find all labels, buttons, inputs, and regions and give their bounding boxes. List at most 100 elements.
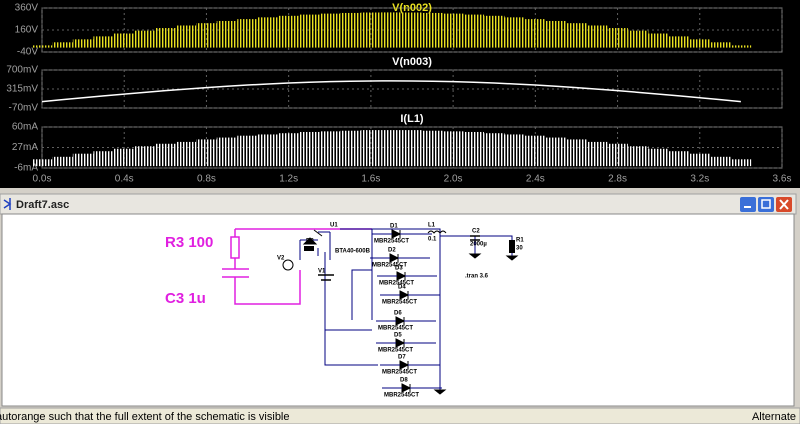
app-icon (3, 198, 12, 210)
waveform-segment (442, 13, 464, 48)
waveform-segment (627, 146, 649, 167)
diode-label: D5 (394, 333, 402, 339)
diode-part: MBR2545CT (382, 370, 417, 376)
minimize-button[interactable] (740, 197, 756, 212)
schematic-canvas[interactable] (1, 213, 795, 407)
waveform-segment (648, 33, 669, 48)
waveform-segment (340, 12, 361, 48)
l1-label: L1 (428, 223, 436, 229)
waveform-segment (237, 19, 258, 48)
waveform-segment (730, 159, 752, 167)
x-tick-label: 3.6s (773, 174, 792, 185)
waveform-segment (155, 28, 176, 48)
waveform-segment (668, 36, 690, 48)
waveform-segment (381, 12, 402, 48)
waveform-segment (93, 36, 114, 48)
c2-capacitor (470, 235, 480, 241)
waveform-segment (93, 151, 114, 167)
status-message: autorange such that the full extent of t… (0, 411, 290, 423)
waveform-segment (278, 15, 299, 48)
waveform-segment (113, 148, 135, 167)
diode-part: MBR2545CT (374, 239, 409, 245)
waveform-segment (689, 39, 711, 48)
waveform-segment (566, 139, 587, 167)
title-bar[interactable] (0, 193, 797, 215)
snubber-wire (234, 228, 372, 305)
waveform-segment (216, 137, 238, 167)
v2-label: V2 (277, 256, 285, 262)
diode-part: MBR2545CT (379, 281, 414, 287)
y-tick-label: 160V (15, 25, 39, 36)
maximize-icon (761, 199, 771, 209)
window-title: Draft7.asc (16, 199, 69, 211)
waveform-segment (52, 42, 73, 48)
waveform-segment (31, 45, 53, 48)
waveform-segment (401, 12, 423, 48)
diode-part: MBR2545CT (384, 393, 419, 399)
waveform-segment (525, 135, 546, 167)
x-tick-label: 1.6s (361, 174, 380, 185)
waveform-segment (237, 135, 258, 167)
x-tick-label: 0.0s (33, 174, 52, 185)
waveform-segment (504, 17, 526, 48)
diode-part: MBR2545CT (378, 348, 413, 354)
waveform-segment (257, 17, 279, 48)
diode-part: MBR2545CT (378, 326, 413, 332)
y-tick-label: 27mA (12, 142, 38, 153)
ground (433, 253, 519, 395)
diode-part: MBR2545CT (382, 300, 417, 306)
waveform-segment (730, 45, 752, 48)
waveform-segment (319, 131, 341, 167)
x-tick-label: 2.8s (608, 174, 627, 185)
v1-source (318, 274, 334, 281)
waveform-segment (381, 130, 402, 167)
waveform-segment (463, 14, 484, 48)
waveform-segment (525, 19, 546, 48)
v2-source (282, 259, 294, 271)
diode-label: D7 (398, 355, 406, 361)
waveform-segment (545, 20, 567, 48)
waveform-segment (298, 131, 320, 167)
waveform-segment (134, 30, 156, 48)
waveform-segment (72, 153, 94, 167)
waveform-segment (155, 143, 176, 167)
diode-label: D6 (394, 311, 402, 317)
waveform-segment (196, 139, 217, 167)
waveform-segment (257, 134, 279, 167)
waveform-segment (31, 159, 53, 167)
x-tick-label: 3.2s (690, 174, 709, 185)
minimize-icon (744, 206, 751, 208)
waveform-segment (298, 14, 320, 48)
status-mode: Alternate (752, 411, 796, 423)
diode-label: D3 (395, 266, 403, 272)
y-tick-label: -40V (17, 47, 38, 58)
diode-label: D8 (400, 378, 408, 384)
y-tick-label: 315mV (6, 84, 38, 95)
waveform-segment (586, 25, 608, 48)
r2-label: R2 (306, 239, 314, 245)
l1-inductor (427, 230, 447, 234)
waveform-segment (134, 146, 156, 167)
waveform-segment (442, 131, 464, 167)
diode-label: D2 (388, 248, 396, 254)
waveform-segment (627, 30, 649, 48)
status-bar (0, 407, 800, 424)
x-tick-label: 1.2s (279, 174, 298, 185)
x-tick-label: 2.4s (526, 174, 545, 185)
r3-label: R3 100 (165, 234, 213, 251)
diode-part: MBR2545CT (372, 263, 407, 269)
waveform-segment (360, 12, 382, 48)
waveform-segment (648, 148, 669, 167)
waveform-segment (175, 25, 197, 48)
waveform-segment (545, 137, 567, 167)
waveform-segment (607, 143, 628, 167)
y-tick-label: -6mA (14, 163, 38, 174)
y-tick-label: 60mA (12, 122, 38, 133)
waveform-segment (483, 133, 505, 167)
waveform-segment (668, 151, 690, 167)
waveform-segment (504, 134, 526, 167)
waveform-segment (566, 23, 587, 48)
waveform-segment (483, 15, 505, 48)
waveform-segment (710, 156, 731, 167)
waveform-segment (710, 42, 731, 48)
